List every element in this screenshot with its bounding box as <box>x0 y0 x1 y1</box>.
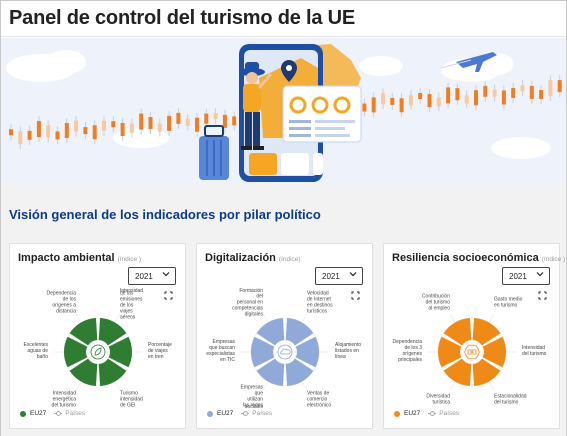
overview-title: Visión general de los indicadores por pi… <box>9 207 321 222</box>
radar-segment[interactable] <box>472 318 501 346</box>
legend-eu27-label: EU27 <box>217 410 234 417</box>
card-subtitle: (índice ) <box>117 256 142 263</box>
radar-axis-label: Porcentaje de viajes en tren <box>148 342 172 360</box>
legend-countries-label: Países <box>65 410 86 417</box>
title-bar: Panel de control del turismo de la UE <box>1 1 566 37</box>
radar-chart: Gasto medio en turismo Intensidad del turis… <box>393 294 547 406</box>
legend-eu27-label: EU27 <box>30 410 47 417</box>
expand-icon[interactable] <box>164 291 173 300</box>
hero-banner <box>1 38 566 183</box>
legend-eu27-label: EU27 <box>404 410 421 417</box>
radar-segment[interactable] <box>482 336 506 368</box>
year-value: 2021 <box>135 272 153 281</box>
radar-axis-label: Gasto medio en turismo <box>494 297 523 309</box>
card-title: Resiliencia socioeconómica (índice ) <box>392 252 566 264</box>
radar-axis-label: Dependencia de los 3 orígenes principales <box>393 339 423 363</box>
year-select[interactable]: 2021 <box>315 267 363 285</box>
radar-segment[interactable] <box>108 336 132 368</box>
radar-segment[interactable] <box>295 336 319 368</box>
radar-segment[interactable] <box>443 318 472 346</box>
radar-segment[interactable] <box>443 358 472 386</box>
leaf-icon <box>90 344 106 360</box>
radar-segment[interactable] <box>251 336 275 368</box>
radar-segment[interactable] <box>69 318 98 346</box>
radar-axis-label: Dependencia de los orígenes a distancia <box>47 291 77 315</box>
overview-section: Visión general de los indicadores por pi… <box>1 183 566 436</box>
legend: EU27 Países <box>394 410 459 417</box>
cloud-icon <box>277 344 293 360</box>
radar-segment[interactable] <box>438 336 462 368</box>
radar-segment[interactable] <box>69 358 98 386</box>
radar-segment[interactable] <box>256 318 285 346</box>
radar-axis-label: Turismo intensidad de GEI <box>120 390 143 408</box>
radar-chart: Intensidadde las emisiones de los viajes aér… <box>24 288 173 408</box>
radar-axis-label: Diversidad turística <box>426 393 450 405</box>
radar-axis-label: Excelentes aguas de baño <box>24 342 49 360</box>
card-title: Impacto ambiental (índice ) <box>18 252 142 264</box>
card-digitalization: Digitalización (índice) 2021 Velocidad de … <box>196 243 373 429</box>
card-environmental-impact: Impacto ambiental (índice ) 2021 Intensid… <box>9 243 186 429</box>
expand-icon[interactable] <box>538 291 547 300</box>
chevron-down-icon <box>536 272 544 277</box>
legend-eu27-dot <box>394 410 400 417</box>
legend-eu27-dot <box>20 410 26 417</box>
year-value: 2021 <box>322 272 340 281</box>
legend-eu27-dot <box>207 410 213 417</box>
radar-axis-label: Intensidad del turismo <box>522 345 547 357</box>
page-title: Panel de control del turismo de la UE <box>9 7 356 29</box>
card-socioeconomic-resilience: Resiliencia socioeconómica (índice ) 2021… <box>383 243 565 429</box>
radar-axis-label: Estacionalidad del turismo <box>494 393 527 405</box>
radar-axis-label: Empresas que utilizan las redessociales <box>240 384 263 410</box>
money-icon <box>464 344 480 360</box>
hero-illustration <box>6 44 562 182</box>
radar-segment[interactable] <box>285 318 314 346</box>
airplane-icon <box>456 52 497 72</box>
radar-axis-label: Intensidad energética del turismo <box>52 390 77 408</box>
radar-segment[interactable] <box>472 358 501 386</box>
radar-chart: Velocidad de Internet en destinos turístico… <box>206 288 361 410</box>
radar-segment[interactable] <box>285 358 314 386</box>
radar-axis-label: Ventas de comercio electrónico <box>307 390 331 408</box>
card-subtitle: (índice ) <box>541 256 566 263</box>
legend-countries[interactable]: Países <box>428 410 459 417</box>
legend-countries-label: Países <box>252 410 273 417</box>
legend: EU27 Países <box>20 410 85 417</box>
chevron-down-icon <box>349 272 357 277</box>
legend-countries[interactable]: Países <box>241 410 272 417</box>
radar-segment[interactable] <box>98 318 127 346</box>
radar-segment[interactable] <box>256 358 285 386</box>
radar-axis-label: Contribución del turismo al empleo <box>422 294 450 312</box>
year-select[interactable]: 2021 <box>128 267 176 285</box>
radar-axis-label: Velocidad de Internet en destinos turístico… <box>307 291 333 315</box>
radar-axis-label: Formación del personal en competencias digit… <box>232 288 263 318</box>
legend: EU27 Países <box>207 410 272 417</box>
radar-axis-label: Intensidadde las emisiones de los viajes aér… <box>120 288 143 321</box>
traveler-figure <box>239 62 273 150</box>
year-select[interactable]: 2021 <box>502 267 550 285</box>
legend-countries[interactable]: Países <box>54 410 85 417</box>
radar-segment[interactable] <box>98 358 127 386</box>
radar-axis-label: Empresas que buscan especialistas en TIC <box>206 339 235 363</box>
year-value: 2021 <box>509 272 527 281</box>
radar-segment[interactable] <box>64 336 88 368</box>
card-subtitle: (índice) <box>278 256 301 263</box>
chevron-down-icon <box>162 272 170 277</box>
radar-axis-label: Alojamiento listados en línea <box>335 342 361 360</box>
legend-countries-label: Países <box>439 410 460 417</box>
card-title: Digitalización (índice) <box>205 252 301 264</box>
expand-icon[interactable] <box>351 291 360 300</box>
dashboard-card <box>282 85 362 143</box>
